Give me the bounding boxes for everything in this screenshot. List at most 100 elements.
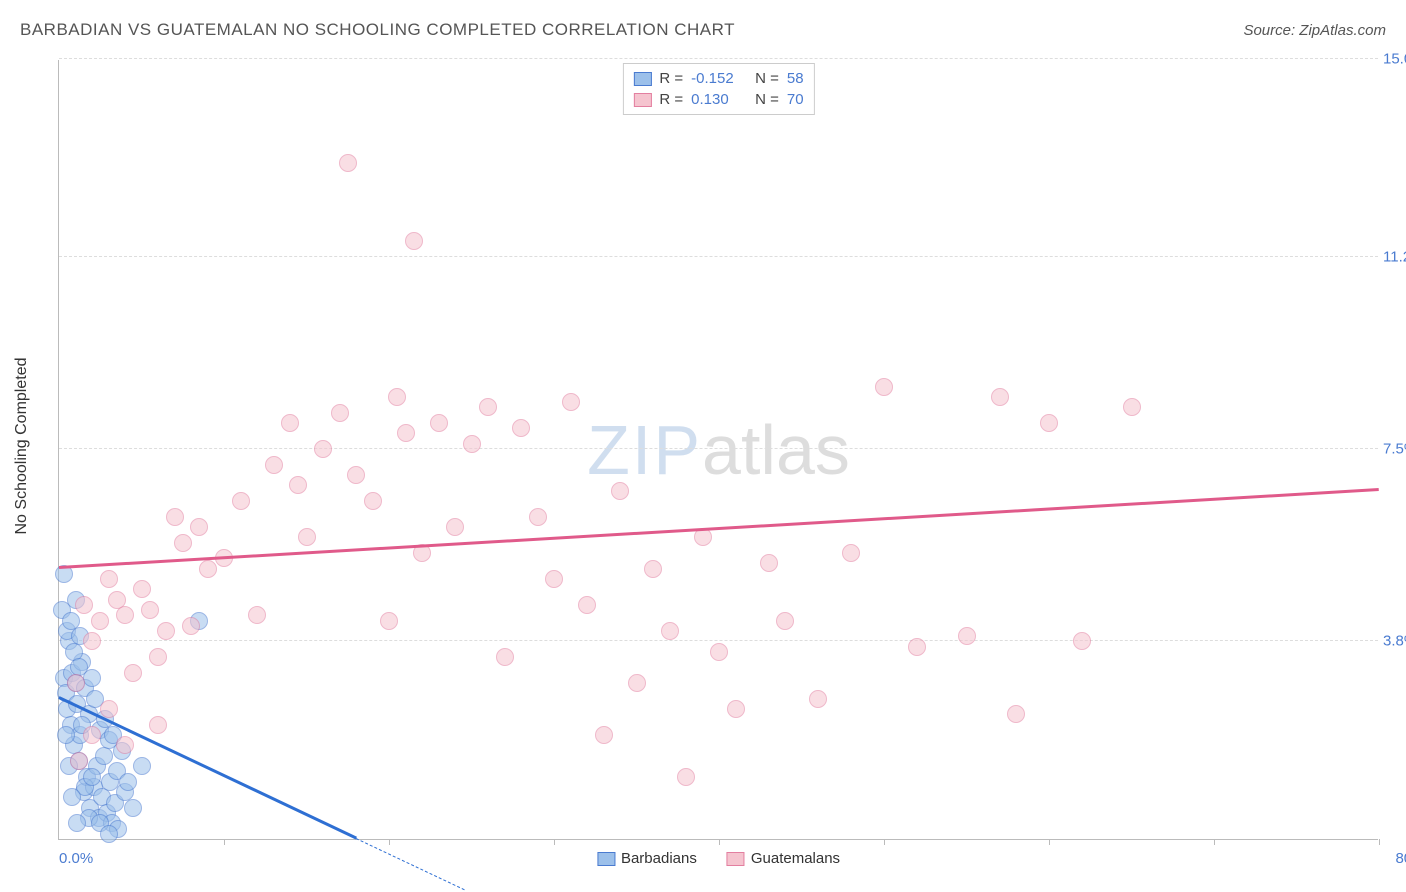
gridline <box>59 448 1378 449</box>
guatemalan-point <box>298 528 316 546</box>
legend-item: Barbadians <box>597 850 697 867</box>
x-tick <box>884 839 885 845</box>
watermark: ZIPatlas <box>587 410 850 490</box>
guatemalan-point <box>595 726 613 744</box>
guatemalan-point <box>1007 705 1025 723</box>
guatemalan-point <box>75 596 93 614</box>
n-label: N = <box>755 91 779 108</box>
guatemalan-point <box>1073 632 1091 650</box>
guatemalan-point <box>141 601 159 619</box>
guatemalan-point <box>562 393 580 411</box>
gridline <box>59 58 1378 59</box>
barbadian-point <box>95 747 113 765</box>
guatemalan-point <box>149 648 167 666</box>
guatemalan-point <box>157 622 175 640</box>
guatemalan-point <box>1040 414 1058 432</box>
y-tick-label: 3.8% <box>1383 633 1406 650</box>
guatemalan-point <box>182 617 200 635</box>
barbadian-trendline-extension <box>356 838 465 890</box>
guatemalan-point <box>611 482 629 500</box>
legend-label: Barbadians <box>621 850 697 867</box>
gridline <box>59 640 1378 641</box>
guatemalan-point <box>116 736 134 754</box>
guatemalan-point <box>446 518 464 536</box>
y-axis-label: No Schooling Completed <box>13 358 31 535</box>
guatemalan-point <box>809 690 827 708</box>
guatemalan-point <box>628 674 646 692</box>
legend-label: Guatemalans <box>751 850 840 867</box>
guatemalan-point <box>289 476 307 494</box>
barbadian-point <box>83 768 101 786</box>
guatemalan-point <box>405 232 423 250</box>
chart-title: BARBADIAN VS GUATEMALAN NO SCHOOLING COM… <box>20 20 735 40</box>
r-label: R = <box>659 91 683 108</box>
guatemalan-point <box>83 726 101 744</box>
guatemalan-point <box>545 570 563 588</box>
r-value: -0.152 <box>691 70 747 87</box>
barbadian-point <box>100 825 118 843</box>
guatemalan-point <box>314 440 332 458</box>
y-tick-label: 11.2% <box>1383 248 1406 265</box>
correlation-stats-box: R = -0.152 N = 58 R = 0.130 N = 70 <box>622 63 814 115</box>
guatemalan-point <box>760 554 778 572</box>
guatemalan-point <box>875 378 893 396</box>
stats-row: R = 0.130 N = 70 <box>633 89 803 110</box>
guatemalan-point <box>388 388 406 406</box>
n-value: 70 <box>787 91 804 108</box>
guatemalan-point <box>174 534 192 552</box>
r-value: 0.130 <box>691 91 747 108</box>
guatemalan-point <box>496 648 514 666</box>
guatemalan-point <box>661 622 679 640</box>
guatemalan-point <box>248 606 266 624</box>
guatemalan-point <box>100 700 118 718</box>
guatemalan-point <box>100 570 118 588</box>
guatemalan-point <box>67 674 85 692</box>
barbadian-point <box>124 799 142 817</box>
guatemalan-point <box>958 627 976 645</box>
guatemalan-point <box>991 388 1009 406</box>
n-label: N = <box>755 70 779 87</box>
guatemalan-point <box>190 518 208 536</box>
guatemalan-point <box>124 664 142 682</box>
stats-row: R = -0.152 N = 58 <box>633 68 803 89</box>
guatemalan-point <box>331 404 349 422</box>
guatemalan-point <box>430 414 448 432</box>
x-tick <box>1049 839 1050 845</box>
barbadian-point <box>68 814 86 832</box>
legend: Barbadians Guatemalans <box>597 850 840 867</box>
y-tick-label: 7.5% <box>1383 441 1406 458</box>
legend-swatch <box>727 852 745 866</box>
guatemalan-point <box>512 419 530 437</box>
x-tick <box>389 839 390 845</box>
guatemalan-point <box>347 466 365 484</box>
guatemalan-point <box>397 424 415 442</box>
guatemalan-point <box>1123 398 1141 416</box>
guatemalan-point <box>166 508 184 526</box>
barbadian-point <box>57 726 75 744</box>
guatemalan-point <box>281 414 299 432</box>
guatemalan-point <box>83 632 101 650</box>
guatemalan-point <box>908 638 926 656</box>
source-attribution: Source: ZipAtlas.com <box>1243 22 1386 39</box>
guatemalan-point <box>364 492 382 510</box>
barbadian-point <box>63 788 81 806</box>
series-swatch <box>633 72 651 86</box>
guatemalan-point <box>116 606 134 624</box>
x-tick <box>1214 839 1215 845</box>
guatemalan-point <box>199 560 217 578</box>
guatemalan-point <box>232 492 250 510</box>
series-swatch <box>633 93 651 107</box>
gridline <box>59 256 1378 257</box>
guatemalan-point <box>133 580 151 598</box>
guatemalan-point <box>578 596 596 614</box>
guatemalan-point <box>694 528 712 546</box>
r-label: R = <box>659 70 683 87</box>
barbadian-point <box>133 757 151 775</box>
n-value: 58 <box>787 70 804 87</box>
x-tick <box>719 839 720 845</box>
y-tick-label: 15.0% <box>1383 51 1406 68</box>
guatemalan-point <box>710 643 728 661</box>
guatemalan-point <box>149 716 167 734</box>
legend-swatch <box>597 852 615 866</box>
scatter-plot: ZIPatlas R =-0.152N =58R =0.130N =70 Bar… <box>58 60 1378 840</box>
